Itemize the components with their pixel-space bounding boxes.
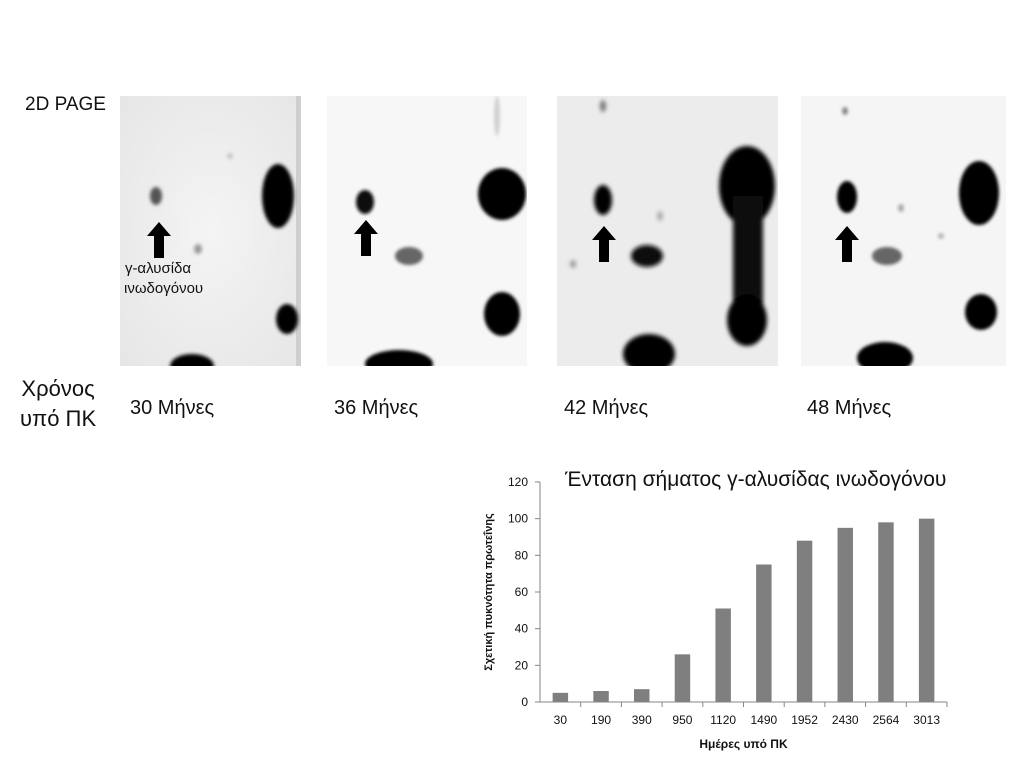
bar-1490	[756, 564, 772, 702]
x-tick-label: 3013	[913, 713, 940, 727]
bar-2430	[837, 527, 853, 702]
y-tick-label: 100	[508, 512, 528, 526]
y-tick-label: 60	[515, 585, 529, 599]
month-label-48: 48 Μήνες	[807, 397, 892, 419]
x-tick-label: 2430	[832, 713, 859, 727]
chart-title: Ένταση σήματος γ-αλυσίδας ινωδογόνου	[565, 468, 947, 491]
bar-190	[593, 691, 609, 702]
x-tick-label: 950	[672, 713, 692, 727]
gel-image-42-months	[557, 96, 778, 366]
y-tick-label: 120	[508, 475, 528, 489]
x-tick-label: 190	[591, 713, 611, 727]
bar-30	[552, 692, 569, 702]
arrow-up-icon	[592, 226, 616, 262]
bar-950	[674, 654, 691, 702]
bar-1952	[796, 540, 813, 702]
annotation-line-1: γ-αλυσίδα	[124, 260, 192, 277]
x-tick-label: 30	[554, 713, 568, 727]
x-tick-label: 1952	[791, 713, 818, 727]
time-label: Χρόνος υπό ΠΚ	[20, 374, 96, 434]
gel-figure-title: 2D PAGE	[25, 94, 106, 115]
x-tick-label: 1120	[710, 713, 736, 727]
month-label-36: 36 Μήνες	[334, 397, 419, 419]
month-label-42: 42 Μήνες	[564, 397, 649, 419]
arrow-up-icon	[147, 222, 171, 258]
bar-390	[634, 689, 650, 702]
arrow-up-icon	[354, 220, 378, 256]
annotation-line-2: ινωδογόνου	[124, 280, 204, 297]
gel-image-30-months	[120, 96, 301, 366]
y-tick-label: 20	[515, 658, 529, 672]
bar-3013	[918, 518, 935, 702]
x-axis-label: Ημέρες υπό ΠΚ	[699, 737, 788, 751]
arrow-up-icon	[835, 226, 859, 262]
fibrinogen-gamma-annotation: γ-αλυσίδα ινωδογόνου	[124, 259, 204, 299]
x-tick-label: 2564	[873, 713, 900, 727]
x-tick-label: 1490	[750, 713, 777, 727]
y-tick-label: 80	[515, 548, 529, 562]
gel-image-36-months	[327, 96, 527, 366]
month-label-30: 30 Μήνες	[130, 397, 215, 419]
bar-chart: 0 20 40 60 80 100 120 30 190 390 950 1120 1490 1952 2…	[483, 475, 948, 751]
gel-image-48-months	[801, 96, 1006, 366]
y-axis-label: Σχετική πυκνότητα πρωτεΐνης	[483, 513, 495, 671]
bar-1120	[715, 608, 731, 702]
y-tick-label: 0	[521, 695, 528, 709]
time-label-line-2: υπό ΠΚ	[20, 406, 97, 431]
bar-2564	[878, 522, 894, 702]
x-tick-label: 390	[632, 713, 652, 727]
y-tick-label: 40	[515, 622, 529, 636]
time-label-line-1: Χρόνος	[21, 376, 95, 401]
